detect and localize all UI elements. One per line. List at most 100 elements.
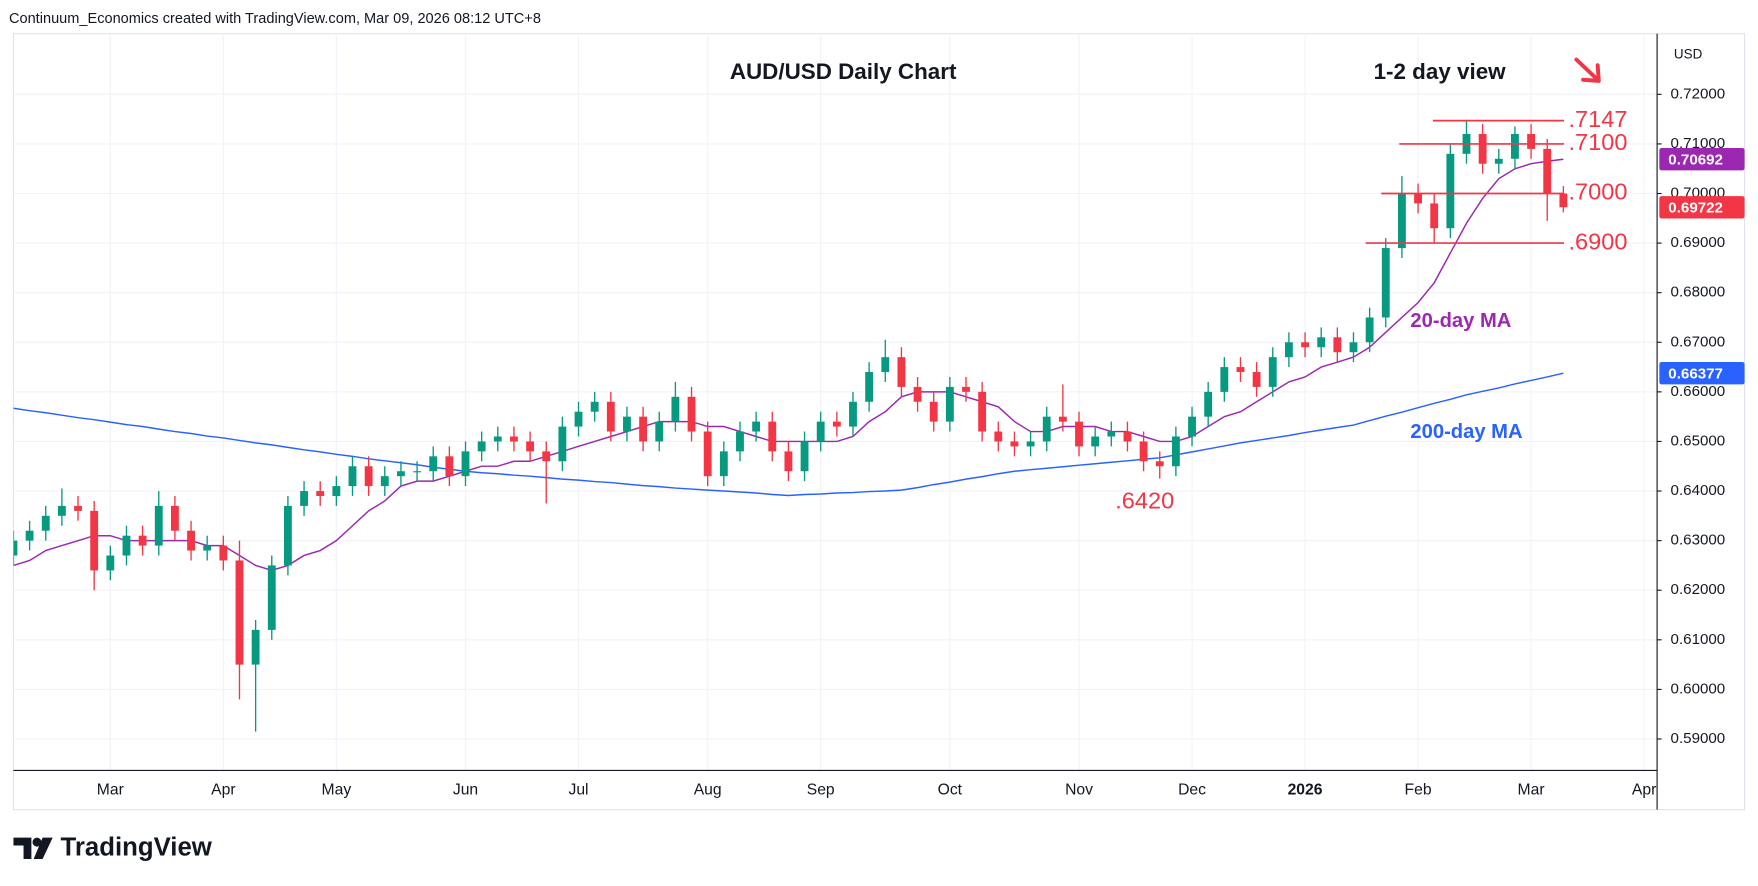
- candle-body: [138, 535, 147, 546]
- candle-body: [1220, 367, 1229, 392]
- level-label: .7147: [1569, 106, 1628, 132]
- candle-body: [1559, 193, 1568, 208]
- candle-body: [235, 560, 244, 665]
- candle-body: [57, 505, 66, 516]
- ma-line: [13, 372, 1564, 497]
- candle-body: [74, 505, 82, 511]
- annotation-label: .6420: [1115, 488, 1174, 514]
- price-tag: [1659, 147, 1745, 171]
- y-tick-label: 0.65000: [1671, 432, 1726, 449]
- candle-body: [1204, 391, 1213, 417]
- candle-body: [526, 441, 535, 452]
- candle-body: [122, 535, 131, 556]
- candle-body: [736, 431, 744, 452]
- candle-body: [1171, 436, 1180, 467]
- x-tick-label: Jul: [568, 782, 588, 799]
- x-tick-label: Nov: [1065, 782, 1093, 799]
- candle-body: [623, 416, 631, 432]
- candle-body: [332, 486, 341, 497]
- candle-body: [1252, 372, 1261, 387]
- candle-body: [154, 505, 163, 546]
- candle-body: [1010, 441, 1019, 447]
- candle-body: [1365, 317, 1374, 343]
- ma-label: 20-day MA: [1410, 310, 1511, 332]
- y-tick-label: 0.67000: [1671, 333, 1726, 350]
- y-tick-label: 0.59000: [1671, 730, 1726, 747]
- y-tick-label: 0.72000: [1671, 85, 1726, 102]
- header-text: Continuum_Economics created with Trading…: [9, 11, 541, 27]
- candle-body: [978, 391, 987, 432]
- candle-body: [1543, 148, 1552, 194]
- candle-body: [1478, 133, 1487, 164]
- candle-body: [590, 401, 599, 412]
- candle-body: [945, 386, 954, 422]
- plot-area: [13, 120, 1568, 732]
- tradingview-logo: [13, 837, 53, 859]
- x-tick-label: Jun: [453, 782, 478, 799]
- candle-body: [41, 515, 50, 531]
- price-tag-label: 0.66377: [1668, 365, 1723, 382]
- candle-body: [1397, 193, 1406, 249]
- candle-body: [493, 436, 502, 442]
- x-tick-label: Apr: [1632, 782, 1656, 799]
- candle-body: [1075, 421, 1083, 447]
- candle-body: [816, 421, 825, 442]
- y-tick-label: 0.68000: [1671, 284, 1726, 301]
- candle-body: [719, 451, 728, 477]
- candle-body: [283, 505, 292, 566]
- candle-body: [962, 386, 970, 392]
- chart-subtitle: 1-2 day view: [1374, 59, 1507, 84]
- chart-frame: [12, 33, 1746, 811]
- candle-body: [1381, 248, 1390, 318]
- ma-label: 200-day MA: [1410, 421, 1523, 443]
- candle-body: [1414, 193, 1422, 204]
- y-tick-label: 0.63000: [1671, 532, 1726, 549]
- candle-body: [849, 401, 857, 427]
- candle-body: [1026, 441, 1035, 447]
- candle-body: [994, 431, 1003, 442]
- candle-body: [1511, 133, 1519, 159]
- price-tag: [1659, 361, 1745, 385]
- y-tick-label: 0.66000: [1671, 383, 1726, 400]
- candle-body: [913, 386, 922, 402]
- x-tick-label: Mar: [1518, 782, 1545, 799]
- ma-line: [13, 158, 1564, 572]
- candle-body: [477, 441, 486, 452]
- candle-body: [542, 451, 551, 462]
- candle-body: [1317, 337, 1326, 348]
- candle-body: [187, 530, 195, 551]
- candle-body: [461, 451, 470, 477]
- candle-body: [251, 629, 260, 665]
- y-tick-label: 0.60000: [1671, 680, 1726, 697]
- candle-body: [1430, 203, 1439, 229]
- candle-body: [558, 426, 567, 462]
- candle-body: [300, 491, 308, 506]
- candle-body: [397, 471, 405, 477]
- y-tick-label: 0.62000: [1671, 581, 1726, 598]
- x-tick-label: Aug: [694, 782, 722, 799]
- candle-body: [703, 431, 712, 477]
- x-tick-label: Mar: [97, 782, 124, 799]
- candle-body: [1446, 153, 1455, 229]
- candle-body: [106, 555, 115, 571]
- candle-body: [170, 505, 179, 531]
- candle-body: [429, 456, 438, 472]
- candle-body: [380, 476, 389, 487]
- level-label: .7100: [1569, 129, 1628, 155]
- candle-body: [13, 540, 18, 556]
- candle-body: [1301, 342, 1309, 348]
- candle-body: [1058, 416, 1067, 422]
- candle-body: [639, 416, 648, 442]
- candle-body: [219, 545, 228, 561]
- candle-body: [881, 357, 890, 373]
- candle-body: [1494, 158, 1503, 164]
- y-tick-label: 0.61000: [1671, 631, 1726, 648]
- x-tick-label: May: [322, 782, 352, 799]
- x-tick-label: Oct: [938, 782, 963, 799]
- candle-body: [445, 456, 454, 477]
- y-tick-label: 0.64000: [1671, 482, 1726, 499]
- candle-body: [348, 466, 357, 487]
- candle-body: [267, 565, 276, 630]
